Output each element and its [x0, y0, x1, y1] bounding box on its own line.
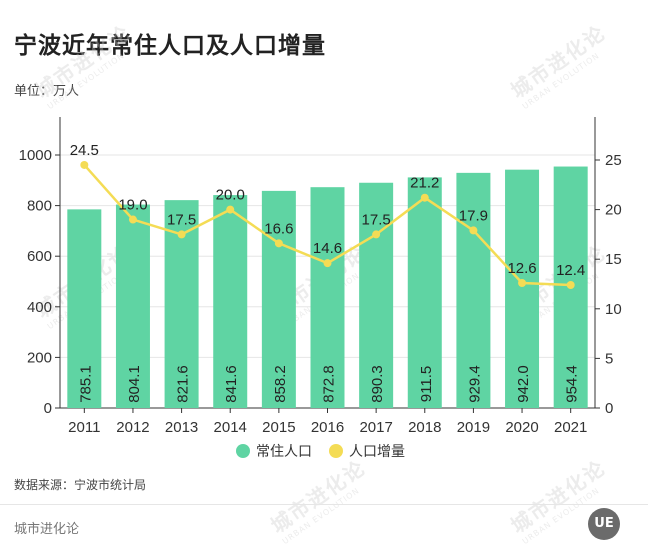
- left-axis-tick-label: 1000: [19, 147, 52, 164]
- increment-value-label: 24.5: [70, 142, 99, 159]
- left-axis-tick-label: 800: [27, 198, 52, 215]
- right-axis-tick-label: 5: [605, 350, 613, 367]
- footer-divider: [0, 504, 648, 505]
- increment-point: [372, 230, 381, 239]
- bar-value-label: 841.6: [223, 365, 240, 403]
- right-axis-tick-label: 15: [605, 251, 622, 268]
- legend-label-population: 常住人口: [256, 443, 312, 459]
- bar: [67, 209, 102, 408]
- x-axis-tick-label: 2013: [165, 419, 198, 436]
- x-axis-tick-label: 2019: [457, 419, 490, 436]
- bar: [261, 190, 296, 408]
- bar-value-label: 911.5: [418, 366, 435, 402]
- right-axis-tick-label: 10: [605, 301, 622, 318]
- bar: [310, 187, 345, 408]
- increment-value-label: 12.4: [556, 262, 585, 279]
- bar: [407, 177, 442, 408]
- bar-value-label: 804.1: [126, 365, 143, 403]
- brand-logo: UE: [588, 508, 620, 540]
- left-axis-tick-label: 600: [27, 248, 52, 265]
- x-axis-tick-label: 2016: [311, 419, 344, 436]
- increment-point: [469, 226, 478, 235]
- x-axis-tick-label: 2018: [408, 419, 441, 436]
- increment-value-label: 19.0: [118, 197, 147, 214]
- increment-value-label: 20.0: [216, 187, 245, 204]
- increment-point: [274, 239, 283, 248]
- bar-value-label: 821.6: [175, 365, 192, 403]
- bar-value-label: 890.3: [369, 365, 386, 403]
- increment-value-label: 16.6: [264, 220, 293, 237]
- increment-value-label: 21.2: [410, 175, 439, 192]
- right-axis-tick-label: 25: [605, 152, 622, 169]
- x-axis-tick-label: 2017: [359, 419, 392, 436]
- bar-value-label: 858.2: [272, 365, 289, 403]
- increment-point: [420, 193, 429, 202]
- bar: [456, 172, 491, 408]
- source-note: 数据来源：宁波市统计局: [14, 478, 147, 492]
- increment-point: [177, 230, 186, 239]
- increment-point: [128, 215, 137, 224]
- bar-value-label: 929.4: [466, 365, 483, 403]
- increment-value-label: 17.5: [167, 211, 196, 228]
- increment-point: [226, 205, 235, 214]
- left-axis-tick-label: 200: [27, 349, 52, 366]
- x-axis-tick-label: 2012: [116, 419, 149, 436]
- chart-title: 宁波近年常住人口及人口增量: [14, 33, 326, 59]
- bar: [359, 182, 394, 408]
- bar: [115, 204, 150, 408]
- bar-value-label: 942.0: [515, 365, 532, 403]
- increment-value-label: 17.5: [362, 211, 391, 228]
- legend-label-increment: 人口增量: [349, 443, 405, 459]
- x-axis-tick-label: 2015: [262, 419, 295, 436]
- unit-label: 单位：万人: [14, 84, 80, 99]
- increment-value-label: 12.6: [507, 260, 536, 277]
- left-axis-tick-label: 400: [27, 299, 52, 316]
- increment-point: [80, 160, 89, 169]
- right-axis-tick-label: 0: [605, 400, 613, 417]
- brand-name: 城市进化论: [14, 522, 80, 537]
- x-axis-tick-label: 2014: [214, 419, 247, 436]
- x-axis-tick-label: 2021: [554, 419, 587, 436]
- left-axis-tick-label: 0: [44, 400, 52, 417]
- x-axis-tick-label: 2020: [505, 419, 538, 436]
- x-axis-tick-label: 2011: [68, 419, 100, 436]
- bar: [213, 195, 248, 408]
- increment-value-label: 14.6: [313, 240, 342, 257]
- increment-point: [518, 279, 527, 288]
- bar: [505, 169, 540, 408]
- bar-value-label: 785.1: [77, 365, 94, 403]
- right-axis-tick-label: 20: [605, 202, 622, 219]
- bar-value-label: 954.4: [564, 365, 581, 403]
- legend-swatch-increment: [329, 444, 343, 458]
- increment-value-label: 17.9: [459, 207, 488, 224]
- legend-swatch-population: [236, 444, 250, 458]
- bar-value-label: 872.8: [321, 365, 338, 403]
- increment-point: [566, 280, 575, 289]
- increment-point: [323, 259, 332, 268]
